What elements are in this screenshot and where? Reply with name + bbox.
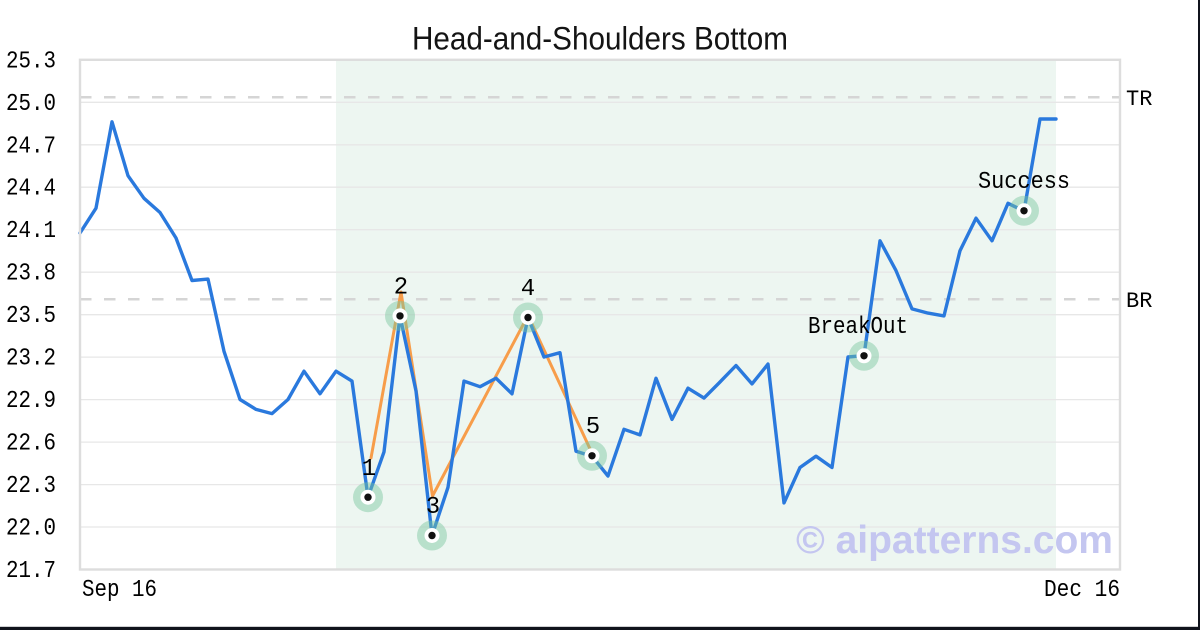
svg-text:2: 2 <box>394 275 408 302</box>
svg-text:BreakOut: BreakOut <box>808 314 908 341</box>
svg-text:24.7: 24.7 <box>6 133 56 160</box>
svg-text:24.4: 24.4 <box>6 176 56 203</box>
svg-text:22.6: 22.6 <box>6 431 56 458</box>
svg-text:Dec 16: Dec 16 <box>1044 577 1120 604</box>
svg-text:Head-and-Shoulders Bottom: Head-and-Shoulders Bottom <box>412 21 788 57</box>
svg-text:25.3: 25.3 <box>6 48 56 75</box>
svg-text:22.9: 22.9 <box>6 388 56 415</box>
svg-text:23.8: 23.8 <box>6 261 56 288</box>
svg-text:Sep 16: Sep 16 <box>82 577 157 604</box>
svg-text:1: 1 <box>362 456 376 483</box>
svg-text:© aipatterns.com: © aipatterns.com <box>796 519 1113 562</box>
svg-text:23.5: 23.5 <box>6 303 56 330</box>
svg-text:4: 4 <box>521 276 535 303</box>
svg-text:24.1: 24.1 <box>6 218 56 245</box>
svg-text:22.0: 22.0 <box>6 516 56 543</box>
svg-text:25.0: 25.0 <box>6 91 56 118</box>
svg-text:Success: Success <box>978 169 1070 196</box>
svg-text:23.2: 23.2 <box>6 346 56 373</box>
svg-text:TR: TR <box>1126 87 1152 112</box>
svg-text:5: 5 <box>586 414 600 441</box>
svg-text:BR: BR <box>1126 289 1152 314</box>
svg-text:22.3: 22.3 <box>6 473 56 500</box>
svg-text:3: 3 <box>426 494 440 521</box>
svg-text:21.7: 21.7 <box>6 558 56 585</box>
